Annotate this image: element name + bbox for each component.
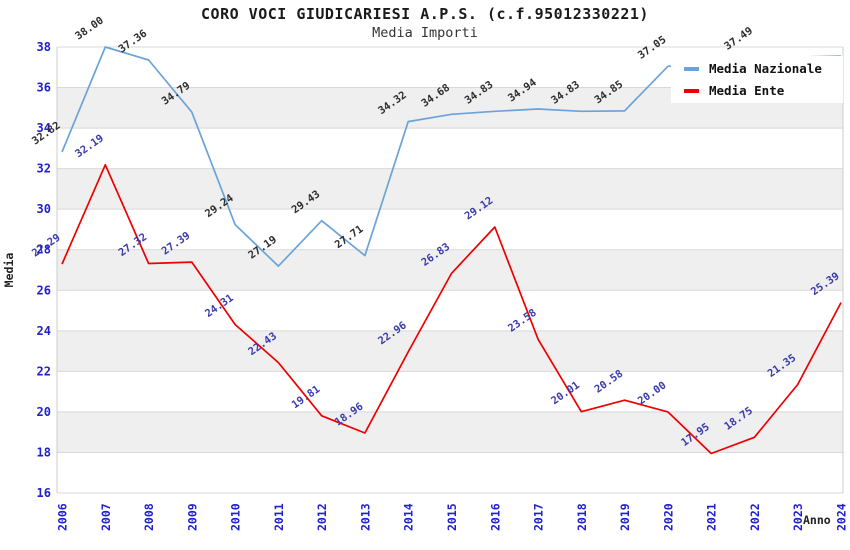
y-axis-ticks: 16 18 20 22 24 26 28 30 32 34 36 38	[37, 40, 51, 500]
x-tick-label: 2006	[56, 503, 70, 531]
x-tick-label: 2018	[575, 503, 589, 531]
x-tick-label: 2008	[142, 503, 156, 531]
legend-label: Media Nazionale	[709, 61, 822, 76]
band	[57, 330, 843, 372]
chart-title: CORO VOCI GIUDICARIESI A.P.S. (c.f.95012…	[201, 5, 649, 23]
band	[57, 168, 843, 210]
y-tick-label: 36	[37, 81, 51, 95]
x-tick-label: 2017	[532, 503, 546, 531]
point-label: 20.00	[636, 379, 669, 407]
x-tick-label: 2012	[315, 503, 329, 531]
series-line-media-ente	[61, 163, 842, 455]
x-tick-label: 2013	[358, 503, 372, 531]
point-label: 37.05	[636, 34, 669, 62]
chart-subtitle: Media Importi	[372, 25, 478, 41]
y-tick-label: 32	[37, 162, 51, 176]
series-polyline	[61, 163, 842, 455]
point-label: 37.49	[722, 25, 755, 53]
point-label: 24.31	[203, 292, 236, 320]
legend: Media Nazionale Media Ente	[671, 56, 843, 103]
x-tick-label: 2007	[99, 503, 113, 531]
band	[57, 411, 843, 453]
legend-item-media-ente[interactable]: Media Ente	[671, 82, 843, 100]
x-tick-label: 2019	[618, 503, 632, 531]
y-tick-label: 22	[37, 364, 51, 378]
y-tick-label: 26	[37, 283, 51, 297]
y-tick-label: 28	[37, 243, 51, 257]
x-tick-label: 2023	[791, 503, 805, 531]
y-axis-title: Media	[2, 253, 16, 288]
y-tick-label: 24	[37, 324, 51, 338]
x-tick-label: 2015	[445, 503, 459, 531]
x-axis-title: Anno	[803, 513, 831, 527]
point-label: 38.00	[73, 14, 106, 42]
legend-item-media-nazionale[interactable]: Media Nazionale	[671, 60, 843, 78]
x-tick-label: 2016	[488, 503, 502, 531]
y-tick-label: 18	[37, 445, 51, 459]
axis-titles: Media Anno	[2, 253, 831, 527]
point-label: 32.19	[73, 132, 106, 160]
x-tick-label: 2021	[705, 503, 719, 531]
legend-line-marker-red	[684, 88, 699, 93]
x-tick-label: 2010	[229, 503, 243, 531]
y-tick-label: 30	[37, 202, 51, 216]
x-tick-label: 2011	[272, 503, 286, 531]
band	[57, 249, 843, 291]
x-tick-label: 2009	[185, 503, 199, 531]
y-tick-label: 20	[37, 405, 51, 419]
x-tick-label: 2020	[661, 503, 675, 531]
y-tick-label: 34	[37, 121, 51, 135]
point-label: 20.58	[592, 368, 625, 396]
legend-label: Media Ente	[709, 83, 785, 98]
point-label: 19.81	[290, 383, 323, 411]
y-tick-label: 38	[37, 40, 51, 54]
gridlines	[56, 46, 844, 494]
point-label: 27.71	[333, 223, 366, 251]
x-tick-label: 2022	[748, 503, 762, 531]
point-label: 37.36	[116, 27, 149, 55]
x-tick-label: 2024	[835, 503, 849, 531]
plot-bands	[57, 87, 843, 453]
y-tick-label: 16	[37, 486, 51, 500]
x-tick-label: 2014	[402, 503, 416, 531]
legend-line-marker-blue	[684, 66, 699, 71]
x-axis-ticks: 2006 2007 2008 2009 2010 2011 2012 2013 2014 2015…	[56, 503, 849, 531]
